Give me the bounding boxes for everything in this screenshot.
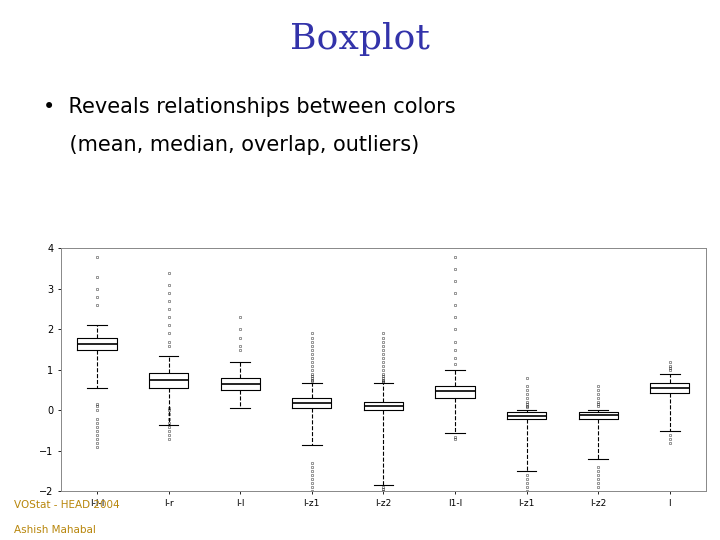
Text: VOStat - HEAD 2004: VOStat - HEAD 2004 (14, 500, 120, 510)
Text: Boxplot: Boxplot (290, 22, 430, 56)
Text: •  Reveals relationships between colors: • Reveals relationships between colors (43, 97, 456, 117)
Text: (mean, median, overlap, outliers): (mean, median, overlap, outliers) (43, 135, 420, 155)
Text: Ashish Mahabal: Ashish Mahabal (14, 524, 96, 535)
